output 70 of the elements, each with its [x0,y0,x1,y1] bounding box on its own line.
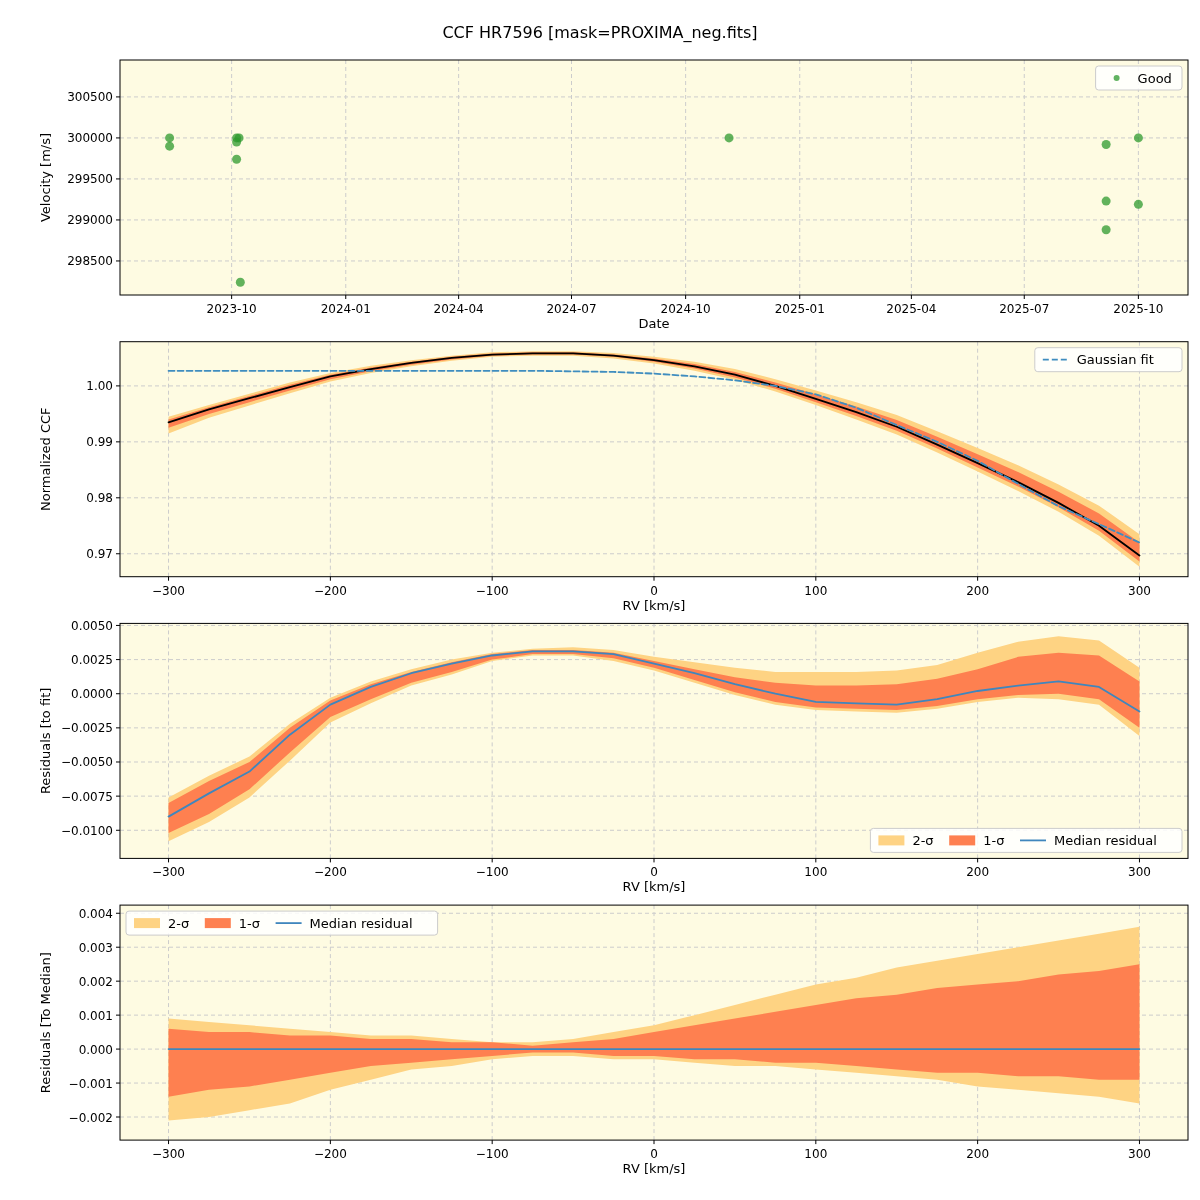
x-tick-label: 2024-07 [546,302,597,316]
x-tick-label: 100 [804,865,828,880]
y-tick-label: 0.003 [78,940,113,955]
x-tick-label: −100 [475,865,509,880]
y-tick-label: 299500 [67,172,113,187]
y-axis-title: Normalized CCF [38,407,53,511]
x-tick-label: 2023-10 [206,302,257,316]
y-tick-label: 0.99 [86,435,113,450]
x-tick-label: −300 [152,865,186,880]
x-tick-label: 2024-10 [660,302,711,316]
y-axis-title: Velocity [m/s] [38,132,53,223]
y-axis-title: Residuals [To Median] [38,952,53,1094]
x-tick-label: 200 [966,583,990,598]
x-tick-label: 2025-07 [999,302,1050,316]
y-tick-label: 0.0050 [71,618,113,633]
y-tick-label: −0.001 [68,1076,113,1091]
x-tick-label: −100 [475,583,509,598]
x-tick-label: 100 [804,583,828,598]
x-tick-label: 2024-01 [320,302,371,316]
x-tick-label: −100 [475,1147,509,1162]
y-tick-label: 299000 [67,213,113,228]
x-tick-label: −300 [152,583,186,598]
legend-label: 2-σ [168,915,190,931]
x-tick-label: 0 [650,1147,658,1162]
y-tick-label: −0.002 [68,1110,113,1125]
x-axis-title: Date [638,316,670,331]
y-tick-label: 0.001 [78,1008,113,1023]
y-tick-label: 0.98 [86,491,113,506]
legend-label: Median residual [1054,832,1157,848]
y-tick-label: 1.00 [86,379,113,394]
x-tick-label: 0 [650,865,658,880]
x-tick-label: 100 [804,1147,828,1162]
y-tick-label: 0.97 [86,547,113,562]
y-tick-label: 0.002 [78,974,113,989]
y-tick-label: 0.000 [78,1042,113,1057]
y-tick-label: 298500 [67,254,113,269]
x-tick-label: 300 [1128,865,1151,880]
x-tick-label: 2025-01 [774,302,825,316]
x-tick-label: 2025-04 [886,302,937,316]
x-tick-label: −200 [313,583,347,598]
x-tick-label: 200 [966,865,990,880]
x-tick-label: 300 [1128,583,1151,598]
y-tick-label: 300000 [67,131,113,146]
legend-label: Good [1137,70,1172,86]
x-tick-label: 2025-10 [1113,302,1164,316]
y-tick-label: −0.0050 [60,755,113,770]
x-axis-title: RV [km/s] [622,1161,686,1177]
x-tick-label: 2024-04 [433,302,484,316]
chart-title: CCF HR7596 [mask=PROXIMA_neg.fits] [442,23,758,43]
y-tick-label: 0.004 [78,906,113,921]
x-axis-title: RV [km/s] [622,597,686,613]
x-axis-title: RV [km/s] [622,879,686,895]
y-tick-label: −0.0025 [60,721,113,736]
y-tick-label: 300500 [67,90,113,105]
legend-label: 1-σ [238,915,260,931]
y-tick-label: −0.0100 [60,823,113,838]
legend-label: 1-σ [983,832,1005,848]
x-tick-label: 200 [966,1147,990,1162]
x-tick-label: −300 [152,1147,186,1162]
legend-label: Median residual [309,915,413,931]
x-tick-label: −200 [313,1147,347,1162]
y-tick-label: 0.0025 [71,653,113,668]
y-tick-label: −0.0075 [60,789,113,804]
x-tick-label: 0 [650,583,658,598]
legend-label: 2-σ [912,832,934,848]
x-tick-label: −200 [313,865,347,880]
x-tick-label: 300 [1128,1147,1151,1162]
legend-label: Gaussian fit [1076,352,1154,368]
y-tick-label: 0.0000 [71,687,113,702]
y-axis-title: Residuals [to fit] [38,687,53,795]
